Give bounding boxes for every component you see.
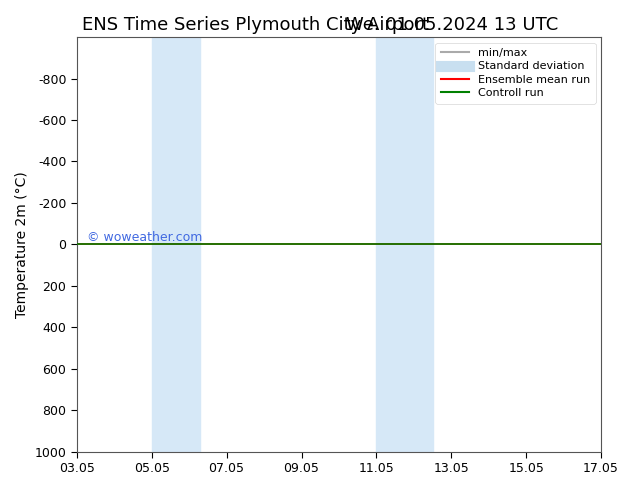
Bar [377,37,432,452]
Text: We. 01.05.2024 13 UTC: We. 01.05.2024 13 UTC [346,16,558,34]
Legend: min/max, Standard deviation, Ensemble mean run, Controll run: min/max, Standard deviation, Ensemble me… [436,43,595,104]
Text: © woweather.com: © woweather.com [87,231,203,245]
Y-axis label: Temperature 2m (°C): Temperature 2m (°C) [15,171,29,318]
Bar [152,37,200,452]
Text: ENS Time Series Plymouth City Airport: ENS Time Series Plymouth City Airport [82,16,429,34]
